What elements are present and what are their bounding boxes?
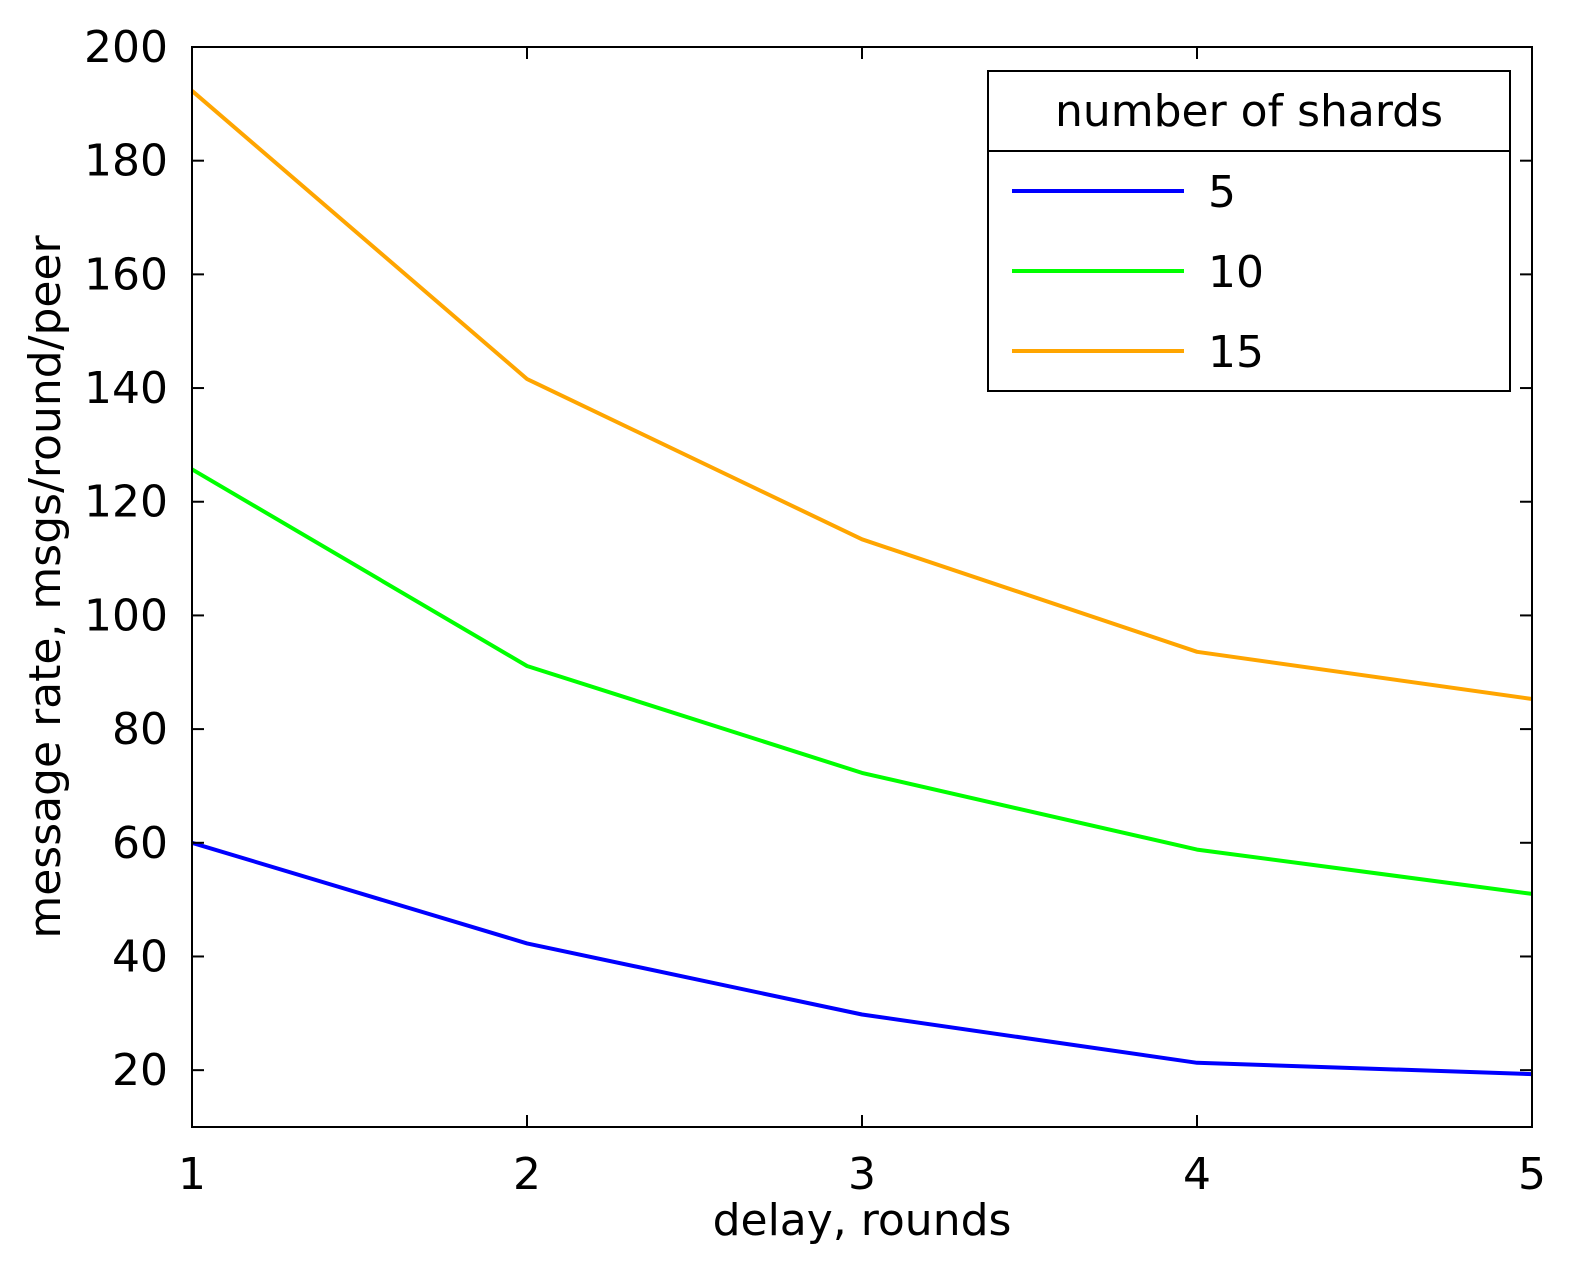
- x-axis-label: delay, rounds: [713, 1195, 1012, 1246]
- data-point: [1196, 849, 1198, 851]
- legend-entries: 5 10 15: [1012, 167, 1264, 378]
- series-layer: [190, 89, 1533, 1077]
- legend-box: [987, 70, 1511, 392]
- x-tick-label: 4: [1183, 1149, 1211, 1200]
- x-tick-label: 3: [848, 1149, 876, 1200]
- y-axis-label: message rate, msgs/round/peer: [20, 234, 71, 938]
- data-point: [861, 538, 863, 540]
- y-tick-label: 60: [112, 818, 168, 869]
- data-point: [1196, 1062, 1198, 1064]
- y-tick-label: 140: [84, 363, 168, 414]
- y-tick-label: 100: [84, 590, 168, 641]
- data-point: [526, 942, 528, 944]
- x-tick-label: 1: [178, 1149, 206, 1200]
- x-tick-label: 2: [513, 1149, 541, 1200]
- y-tick-label: 80: [112, 704, 168, 755]
- y-tick-label: 20: [112, 1045, 168, 1096]
- y-tick-label: 40: [112, 931, 168, 982]
- data-point: [1196, 651, 1198, 653]
- legend-entry-label: 5: [1208, 167, 1236, 218]
- data-point: [526, 665, 528, 667]
- legend-entry-label: 15: [1208, 327, 1264, 378]
- ticks-layer: 1 2 3 4 5 20 40 60 80 100 120 140 160 180 200: [84, 22, 1546, 1200]
- legend: number of shards 5 10 15: [987, 70, 1511, 392]
- data-point: [526, 378, 528, 380]
- series-line-10: [190, 467, 1533, 896]
- y-tick-label: 160: [84, 249, 168, 300]
- series-line-5: [191, 840, 1533, 1077]
- y-tick-label: 180: [84, 136, 168, 187]
- y-tick-label: 200: [84, 22, 168, 73]
- data-point: [861, 1013, 863, 1015]
- legend-entry-label: 10: [1208, 247, 1264, 298]
- legend-title: number of shards: [1055, 86, 1443, 137]
- data-point: [861, 772, 863, 774]
- y-tick-label: 120: [84, 477, 168, 528]
- x-tick-label: 5: [1518, 1149, 1546, 1200]
